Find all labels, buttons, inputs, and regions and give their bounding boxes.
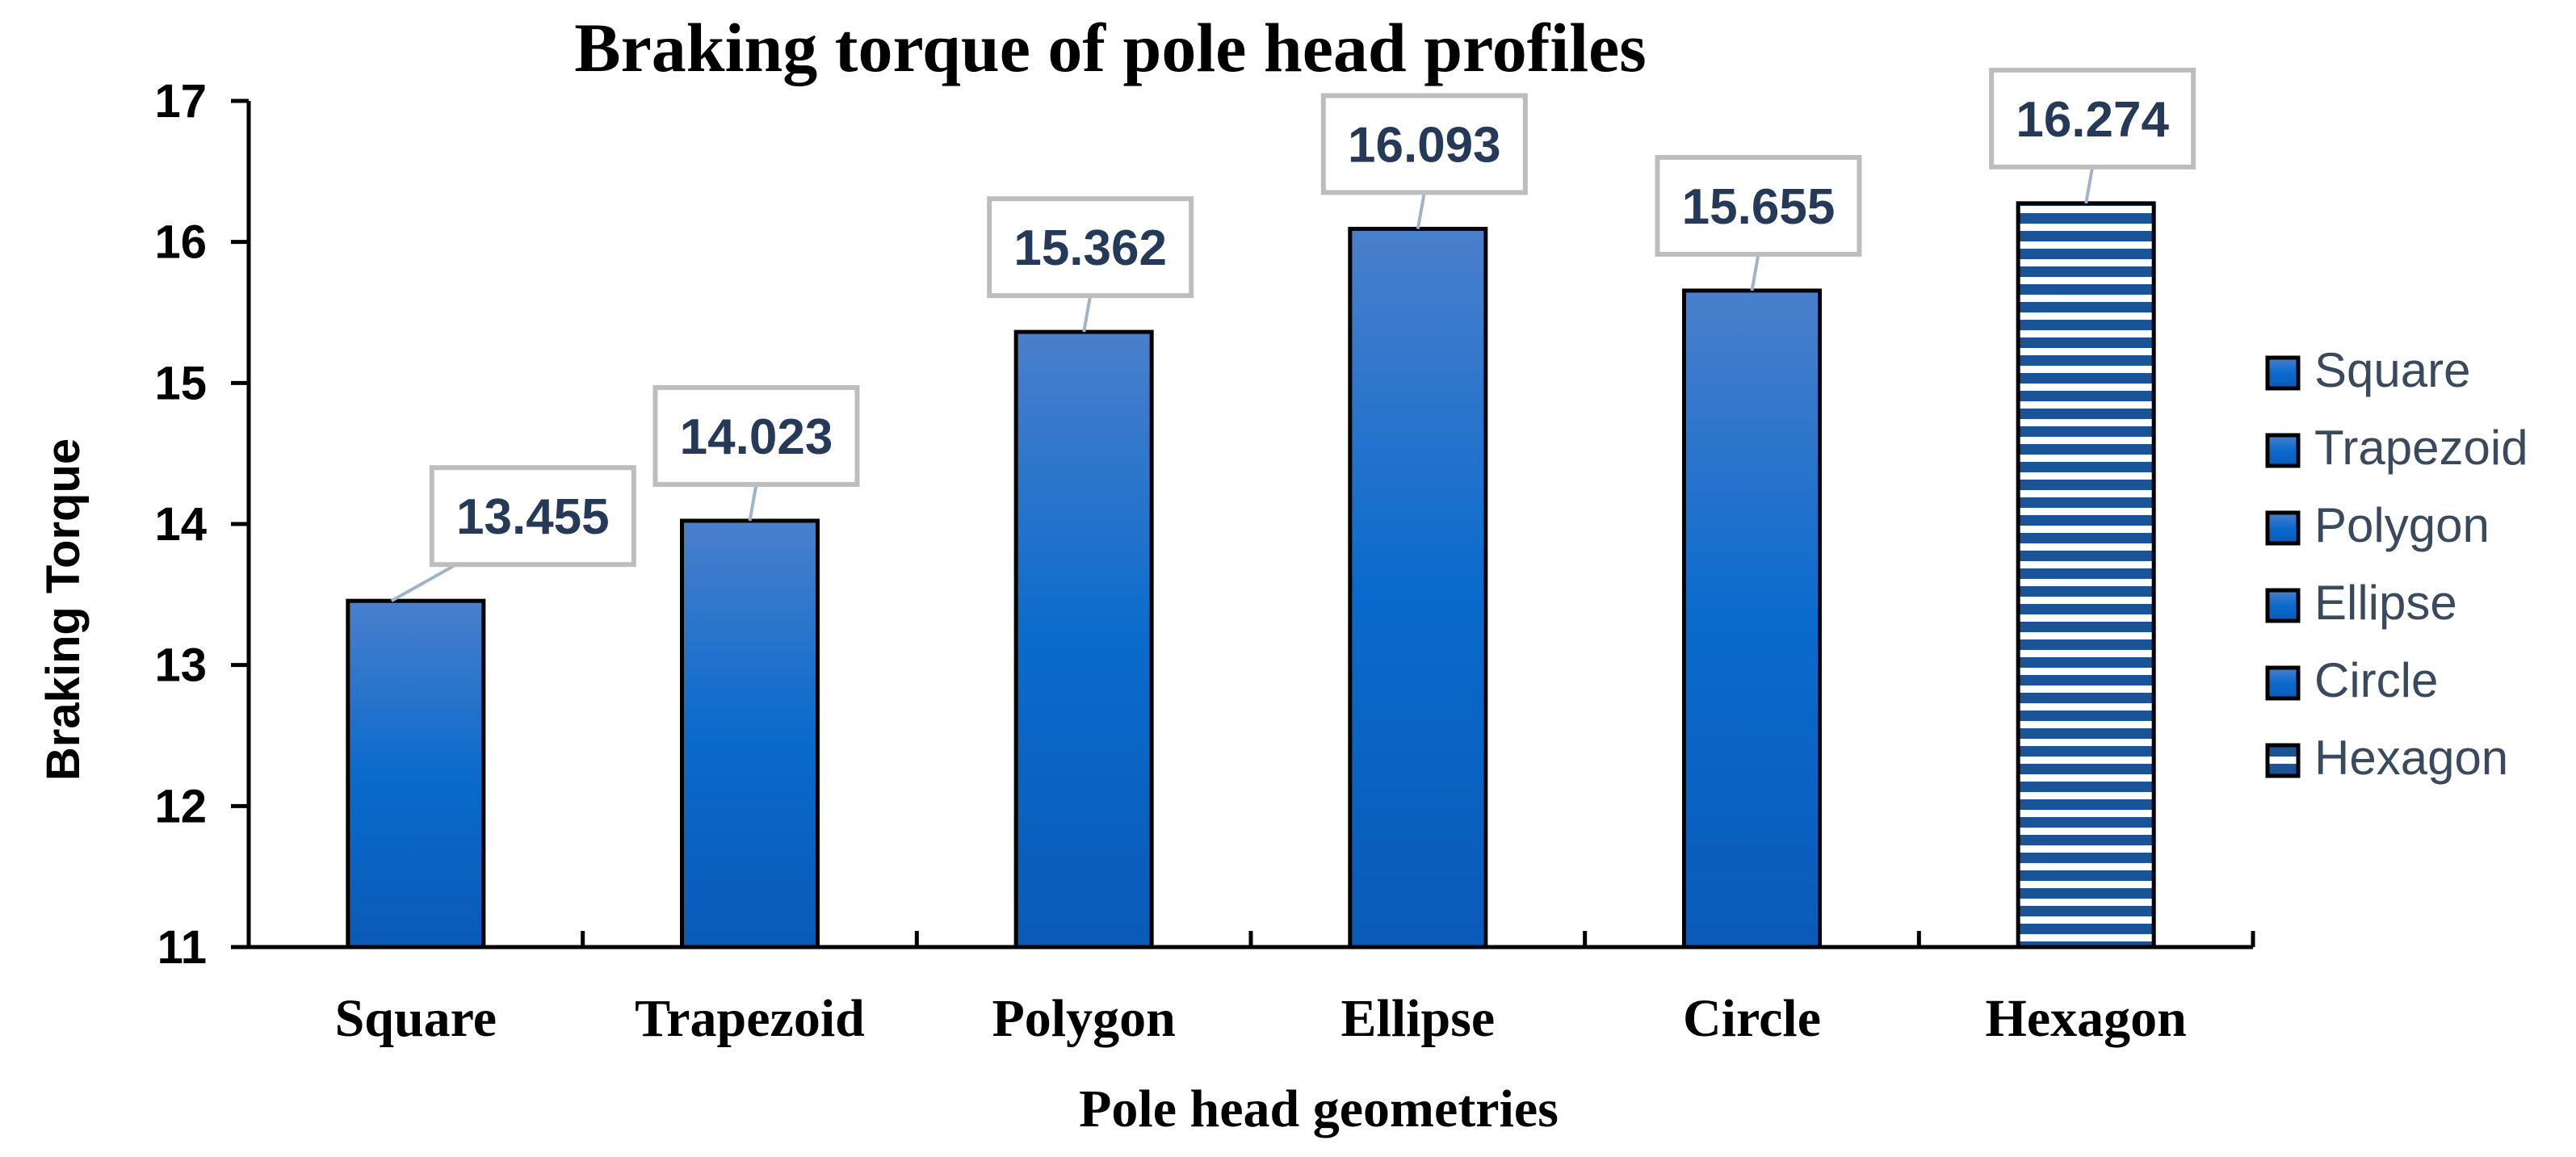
legend-swatch <box>2265 433 2301 468</box>
data-label-leader <box>1416 192 1426 229</box>
legend-label: Square <box>2314 343 2470 397</box>
chart-title: Braking torque of pole head profiles <box>574 9 1647 86</box>
y-tick-label: 13 <box>154 639 207 692</box>
legend-label: Polygon <box>2314 498 2490 552</box>
legend-swatch <box>2265 510 2301 546</box>
data-label: 13.455 <box>456 489 610 545</box>
data-label: 14.023 <box>680 409 833 465</box>
data-label: 15.362 <box>1013 220 1167 276</box>
legend-swatch <box>2265 588 2301 623</box>
data-label-box <box>987 196 1194 299</box>
bar <box>1013 329 1154 949</box>
y-tick-label: 16 <box>154 216 207 269</box>
x-category-label: Polygon <box>992 989 1175 1048</box>
y-tick-label: 14 <box>154 498 207 551</box>
data-label-box <box>1655 154 1862 257</box>
bar <box>1348 226 1488 949</box>
y-tick-label: 17 <box>154 75 207 128</box>
data-label-leader <box>1750 254 1760 291</box>
bar <box>680 518 820 949</box>
x-category-label: Ellipse <box>1340 989 1495 1048</box>
data-label-box <box>1320 93 1528 195</box>
data-label-leader <box>390 563 457 602</box>
data-label: 15.655 <box>1682 179 1836 235</box>
legend-label: Circle <box>2314 653 2438 707</box>
x-category-label: Trapezoid <box>635 989 865 1048</box>
legend-swatch <box>2265 665 2301 701</box>
data-label-box <box>1989 67 2196 170</box>
y-tick-label: 15 <box>154 357 207 409</box>
legend-label: Ellipse <box>2314 576 2457 630</box>
data-label-box <box>652 384 860 487</box>
legend-swatch <box>2265 743 2301 778</box>
y-axis-title: Braking Torque <box>37 438 90 781</box>
data-label-box <box>429 465 636 568</box>
data-label: 16.274 <box>2016 92 2169 148</box>
y-tick-label: 11 <box>157 921 207 974</box>
bar <box>2016 201 2156 949</box>
legend-swatch <box>2265 355 2301 391</box>
data-label: 16.093 <box>1348 117 1501 173</box>
bar <box>1682 288 1822 949</box>
legend-label: Trapezoid <box>2314 421 2528 475</box>
plot-area: 11 12 13 14 15 16 17 Square 13.455 Trapezoid 14.02… <box>154 67 2255 1048</box>
legend-label: Hexagon <box>2314 731 2508 785</box>
x-category-label: Circle <box>1683 989 1821 1048</box>
data-label-leader <box>1082 295 1093 333</box>
data-label-leader <box>2084 166 2095 204</box>
x-category-label: Square <box>335 989 497 1048</box>
x-axis-title: Pole head geometries <box>1079 1079 1559 1138</box>
bar <box>346 598 486 949</box>
x-category-label: Hexagon <box>1985 989 2186 1048</box>
legend: Square Trapezoid Polygon Ellipse Circle Hexag… <box>2265 343 2528 785</box>
y-tick-label: 12 <box>154 780 207 832</box>
data-label-leader <box>748 484 758 522</box>
